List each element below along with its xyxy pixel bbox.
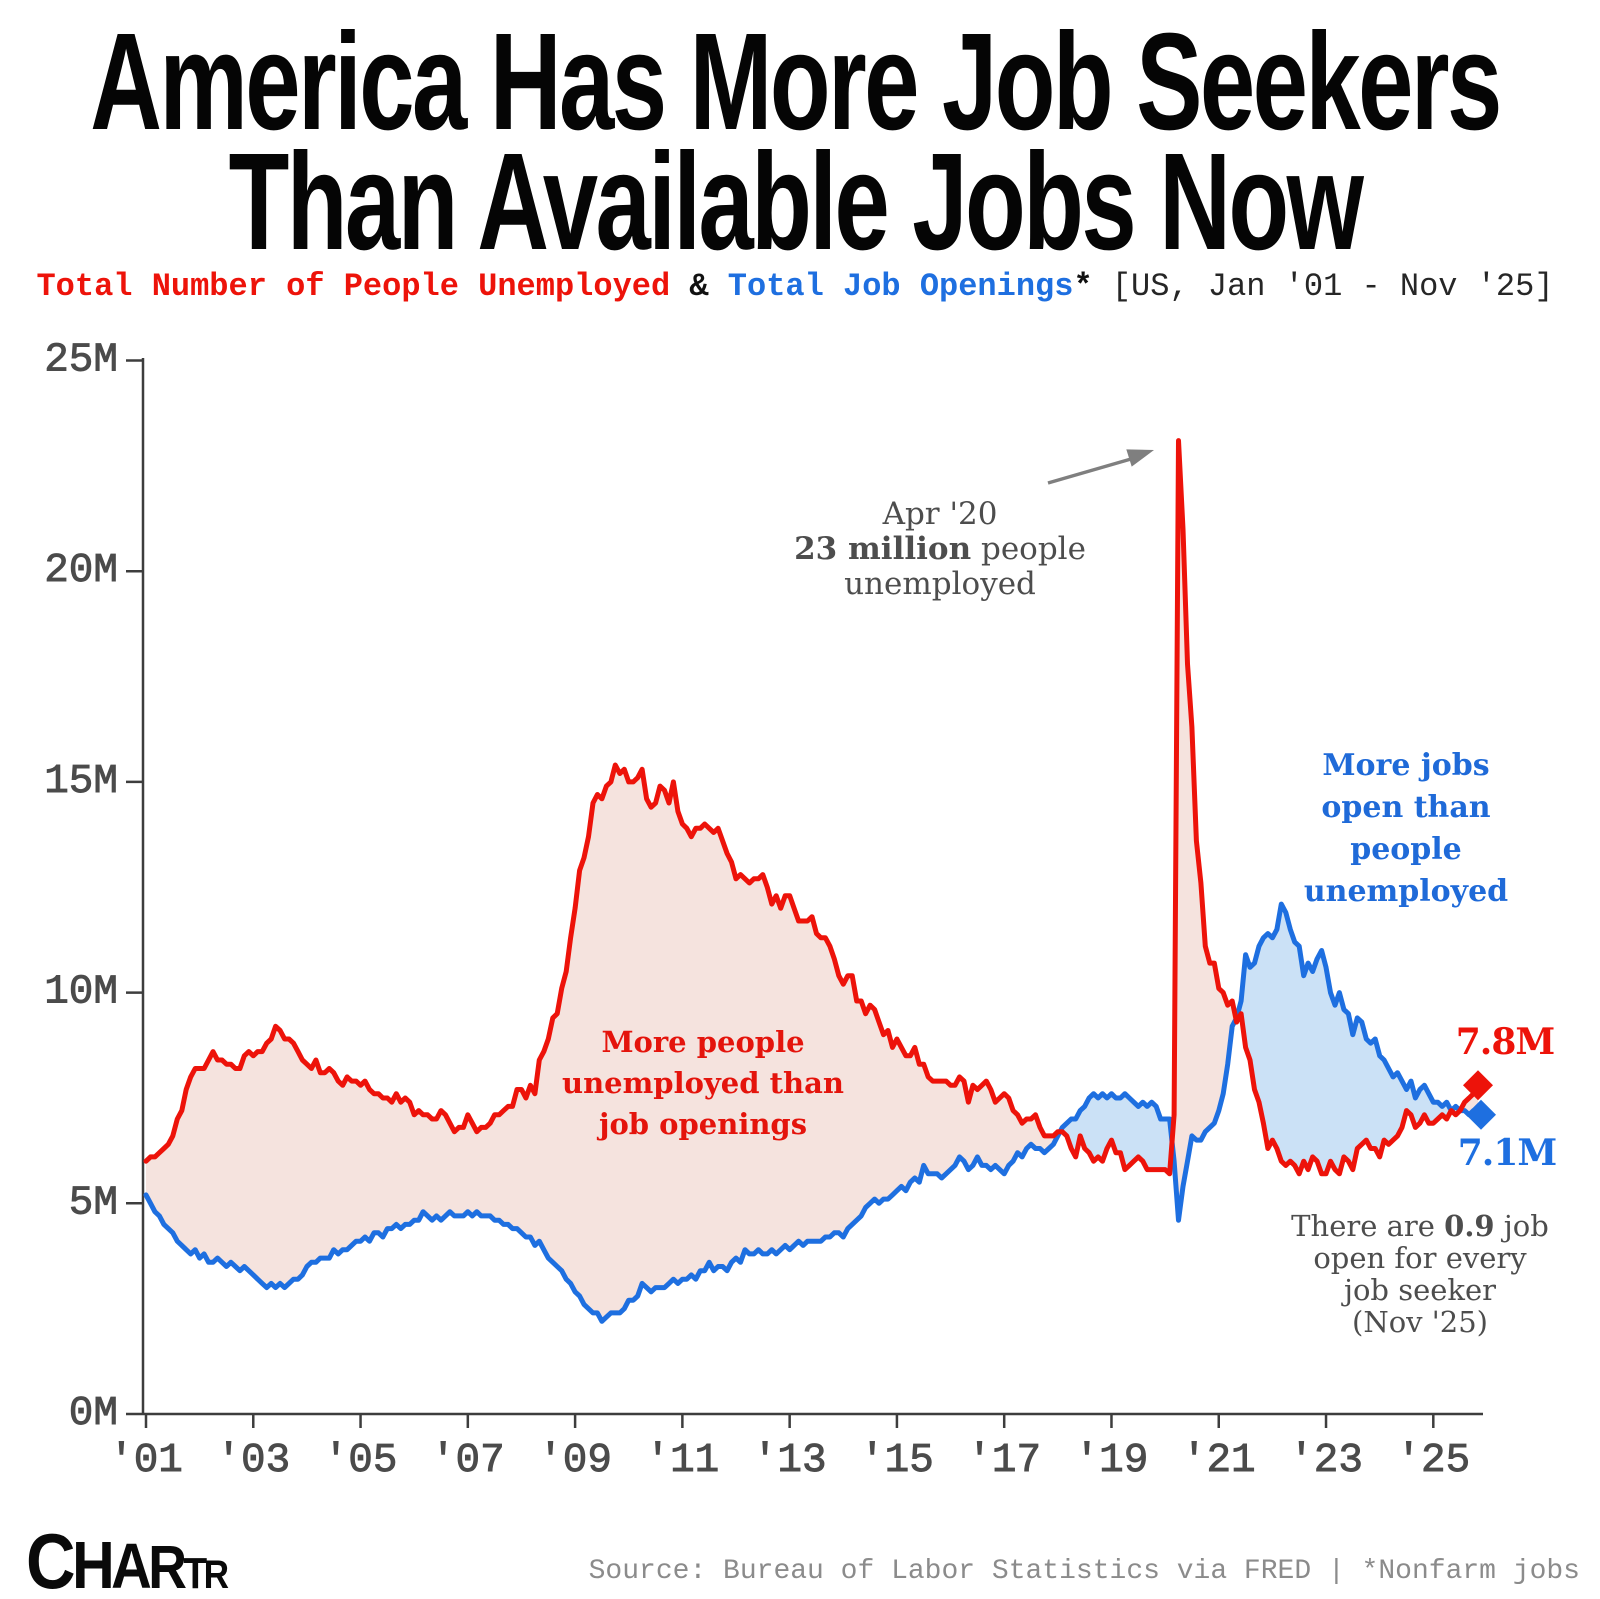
annotation-apr20-bold: 23 million [794, 531, 972, 567]
x-tick-label: '21 [1182, 1438, 1256, 1484]
arrow-head [1126, 449, 1154, 467]
legend-unemployed: Total Number of People Unemployed [36, 268, 671, 305]
annotation-more-jobs-line1: More jobs [1322, 748, 1490, 783]
y-tick-label: 25M [44, 338, 118, 384]
y-tick-label: 0M [69, 1391, 118, 1437]
annotation-apr20-line1: Apr '20 [882, 496, 998, 532]
legend-ampersand: & [670, 268, 728, 305]
end-label-openings: 7.1M [1457, 1132, 1557, 1174]
x-tick-label: '17 [967, 1438, 1041, 1484]
chartr-logo-letter: R [203, 1553, 229, 1597]
series-unemployed-line [143, 438, 1481, 1177]
annotation-apr20: Apr '20 23 million people unemployed [730, 497, 1150, 602]
legend-asterisk: * [1073, 268, 1093, 305]
x-tick-label: '05 [324, 1438, 398, 1484]
area-more-unemployed [1172, 440, 1236, 1221]
x-tick-label: '25 [1396, 1438, 1470, 1484]
chart-subtitle: Total Number of People Unemployed & Tota… [0, 268, 1595, 305]
chartr-logo-letter: A [111, 1530, 152, 1599]
annotation-ratio-line1-post: job [1494, 1209, 1549, 1243]
area-more-openings [1060, 1093, 1172, 1174]
x-tick-label: '01 [109, 1438, 183, 1484]
chartr-logo-letter: C [26, 1517, 76, 1599]
annotation-more-unemployed: More people unemployed than job openings [443, 1022, 963, 1145]
y-tick-label: 20M [44, 548, 118, 594]
annotation-more-unemployed-line3: job openings [598, 1107, 808, 1141]
area-more-unemployed [146, 765, 1061, 1322]
annotation-more-unemployed-line2: unemployed than [562, 1066, 844, 1100]
annotation-ratio-bold: 0.9 [1444, 1209, 1495, 1243]
y-tick-label: 10M [44, 970, 118, 1016]
source-text: Source: Bureau of Labor Statistics via F… [588, 1556, 1580, 1587]
end-marker-openings [1466, 1099, 1496, 1130]
chartr-logo-letter: H [72, 1528, 115, 1599]
chartr-logo-letter: R [148, 1533, 187, 1599]
x-tick-label: '11 [645, 1438, 719, 1484]
annotation-more-jobs-line3: people [1350, 832, 1462, 867]
y-tick-label: 5M [69, 1180, 118, 1226]
chartr-logo-letter: T [183, 1549, 208, 1598]
end-label-unemployed: 7.8M [1455, 1021, 1555, 1063]
annotation-more-jobs-line4: unemployed [1303, 874, 1509, 909]
annotation-ratio-line4: (Nov '25) [1352, 1305, 1488, 1339]
x-tick-label: '23 [1289, 1438, 1363, 1484]
x-tick-label: '13 [753, 1438, 827, 1484]
x-tick-label: '15 [860, 1438, 934, 1484]
annotation-apr20-line2: people [971, 531, 1086, 567]
annotation-more-unemployed-line1: More people [601, 1025, 805, 1059]
chart-title-line2: Than Available Jobs Now [228, 125, 1364, 279]
annotation-ratio-line2: open for every [1313, 1241, 1527, 1275]
annotation-ratio-line3: job seeker [1343, 1273, 1497, 1307]
annotation-apr20-line3: unemployed [844, 566, 1036, 602]
arrow-shaft [1047, 457, 1132, 485]
x-tick-label: '19 [1075, 1438, 1149, 1484]
end-marker-unemployed [1463, 1070, 1493, 1101]
annotation-ratio-note: There are 0.9 job open for every job see… [1200, 1210, 1600, 1338]
chart-title-line1: America Has More Job Seekers [90, 5, 1502, 159]
x-tick-label: '07 [431, 1438, 505, 1484]
y-tick-label: 15M [44, 759, 118, 805]
annotation-more-jobs-line2: open than [1321, 790, 1491, 825]
legend-job-openings: Total Job Openings [727, 268, 1074, 305]
series-job-openings-line [143, 901, 1481, 1324]
area-more-openings [1236, 904, 1452, 1174]
x-tick-label: '03 [216, 1438, 290, 1484]
x-tick-label: '09 [538, 1438, 612, 1484]
annotation-more-jobs-open: More jobs open than people unemployed [1226, 745, 1586, 913]
legend-range: [US, Jan '01 - Nov '25] [1092, 268, 1554, 305]
annotation-ratio-line1: There are [1291, 1209, 1445, 1243]
